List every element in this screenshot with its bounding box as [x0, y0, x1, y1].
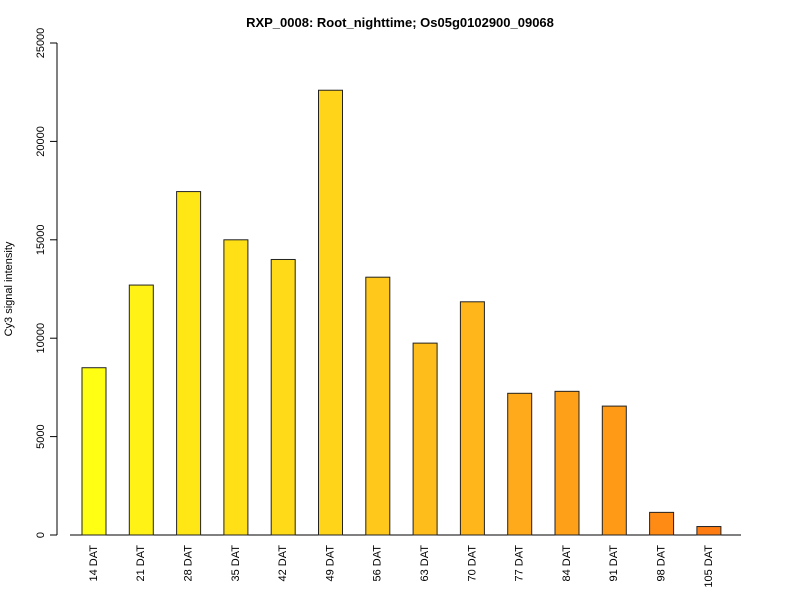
y-axis-label: Cy3 signal intensity — [3, 241, 15, 336]
x-tick-label: 14 DAT — [88, 545, 100, 582]
x-tick-label: 105 DAT — [703, 545, 715, 588]
bar — [459, 301, 485, 536]
bars — [81, 89, 722, 536]
x-tick-labels: 14 DAT 21 DAT 28 DAT 35 DAT 42 DAT 49 DAT 56 D… — [88, 545, 715, 588]
chart-title: RXP_0008: Root_nighttime; Os05g0102900_0… — [246, 15, 554, 30]
bar — [365, 276, 391, 536]
x-tick-label: 56 DAT — [372, 545, 384, 582]
x-tick-label: 49 DAT — [324, 545, 336, 582]
y-tick-label: 5000 — [35, 424, 47, 448]
y-axis: 0 5000 10000 15000 20000 25000 — [35, 28, 58, 538]
y-tick-label: 15000 — [35, 225, 47, 256]
y-tick-label: 0 — [35, 532, 47, 538]
bar — [649, 511, 675, 536]
x-tick-label: 42 DAT — [277, 545, 289, 582]
bar — [507, 392, 533, 536]
bar — [696, 526, 722, 536]
y-tick-label: 25000 — [35, 28, 47, 59]
x-tick-label: 91 DAT — [608, 545, 620, 582]
x-tick-label: 28 DAT — [183, 545, 195, 582]
bar — [128, 284, 154, 536]
bar — [270, 258, 296, 536]
y-tick-label: 10000 — [35, 323, 47, 354]
bar — [412, 342, 438, 536]
x-tick-label: 84 DAT — [561, 545, 573, 582]
x-tick-label: 98 DAT — [656, 545, 668, 582]
bar — [81, 367, 107, 536]
y-tick-label: 20000 — [35, 126, 47, 157]
bar — [554, 390, 580, 536]
bar — [176, 191, 202, 536]
bar — [318, 89, 343, 536]
bar — [601, 405, 627, 536]
x-tick-label: 35 DAT — [230, 545, 242, 582]
x-tick-label: 63 DAT — [419, 545, 431, 582]
x-tick-label: 77 DAT — [514, 545, 526, 582]
bar — [223, 239, 249, 536]
x-tick-label: 70 DAT — [466, 545, 478, 582]
x-tick-label: 21 DAT — [135, 545, 147, 582]
